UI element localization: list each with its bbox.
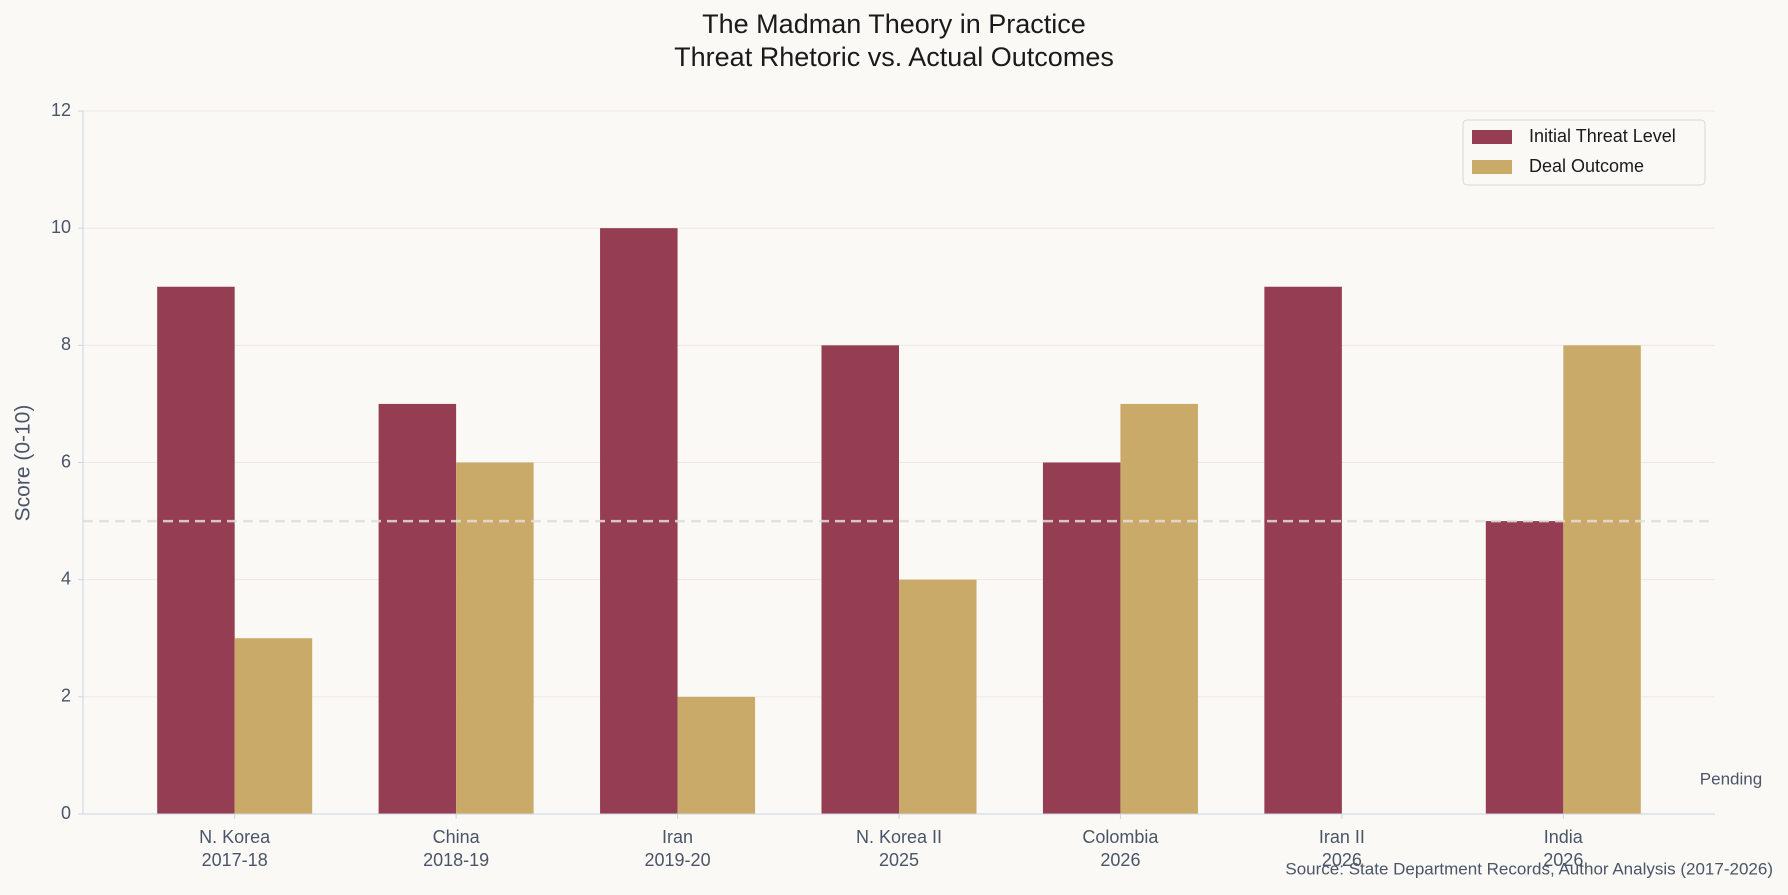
bar — [234, 638, 313, 814]
y-tick-label: 6 — [61, 451, 71, 471]
bar — [378, 403, 457, 814]
y-tick-label: 0 — [61, 803, 71, 823]
annotation: Pending — [1700, 769, 1762, 788]
bar — [456, 462, 534, 814]
bar — [1264, 286, 1342, 814]
legend-swatch — [1472, 160, 1512, 174]
legend-label: Initial Threat Level — [1529, 126, 1676, 146]
y-tick-label: 10 — [51, 217, 71, 237]
bar — [677, 696, 756, 814]
x-tick-label: Iran II 2026 — [1318, 827, 1365, 870]
y-tick-label: 8 — [61, 334, 71, 354]
legend-swatch — [1472, 130, 1512, 144]
bar — [1563, 345, 1641, 814]
y-tick-label: 12 — [51, 100, 71, 120]
bar — [899, 579, 977, 814]
x-tick-label: Iran 2019-20 — [644, 827, 711, 870]
bar — [157, 286, 235, 814]
source-note: Source: State Department Records, Author… — [1285, 859, 1773, 878]
bar — [1042, 462, 1121, 814]
legend-box — [1462, 119, 1706, 186]
chart-title: The Madman Theory in Practice — [702, 9, 1086, 39]
x-tick-label: Colombia 2026 — [1082, 827, 1159, 870]
y-tick-label: 2 — [61, 686, 71, 706]
bar — [1485, 521, 1564, 814]
x-tick-label: N. Korea 2017-18 — [199, 827, 271, 870]
x-tick-label: India 2026 — [1543, 827, 1584, 870]
bar — [821, 345, 899, 814]
y-tick-label: 4 — [61, 568, 71, 588]
legend-label: Deal Outcome — [1529, 156, 1644, 176]
bar — [1120, 403, 1198, 814]
x-tick-label: N. Korea II 2025 — [855, 827, 943, 870]
chart-subtitle: Threat Rhetoric vs. Actual Outcomes — [674, 42, 1114, 72]
x-tick-label: China 2018-19 — [423, 827, 490, 870]
y-axis-label: Score (0-10) — [12, 405, 35, 522]
